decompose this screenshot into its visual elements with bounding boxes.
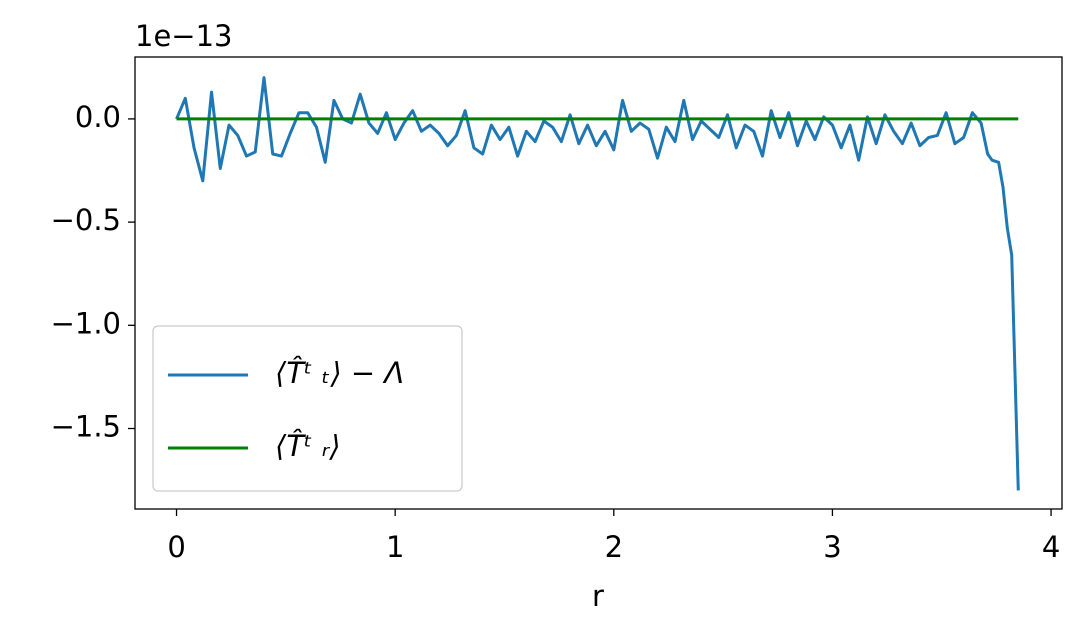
plot-frame	[134, 56, 1063, 510]
x-tick-label: 3	[823, 530, 841, 564]
x-tick-label: 2	[605, 530, 623, 564]
data-line	[175, 76, 1020, 491]
y-tick-label: −1.5	[51, 410, 121, 444]
y-tick-label: −1.0	[51, 306, 121, 340]
x-tick-label: 0	[167, 530, 185, 564]
legend-box	[152, 325, 463, 492]
y-tick-label: 0.0	[75, 100, 121, 134]
legend-label: ⟨T̂ᵗ ᵣ⟩	[275, 429, 341, 463]
legend: ⟨T̂ᵗ ₜ⟩ − Λ ⟨T̂ᵗ ᵣ⟩	[152, 325, 463, 492]
x-tick-label: 4	[1042, 530, 1060, 564]
x-axis-label: r	[592, 579, 604, 613]
legend-label: ⟨T̂ᵗ ₜ⟩ − Λ	[275, 356, 404, 390]
y-tick-label: −0.5	[51, 203, 121, 237]
x-tick-label: 1	[386, 530, 404, 564]
offset-label: 1e−13	[135, 19, 233, 53]
